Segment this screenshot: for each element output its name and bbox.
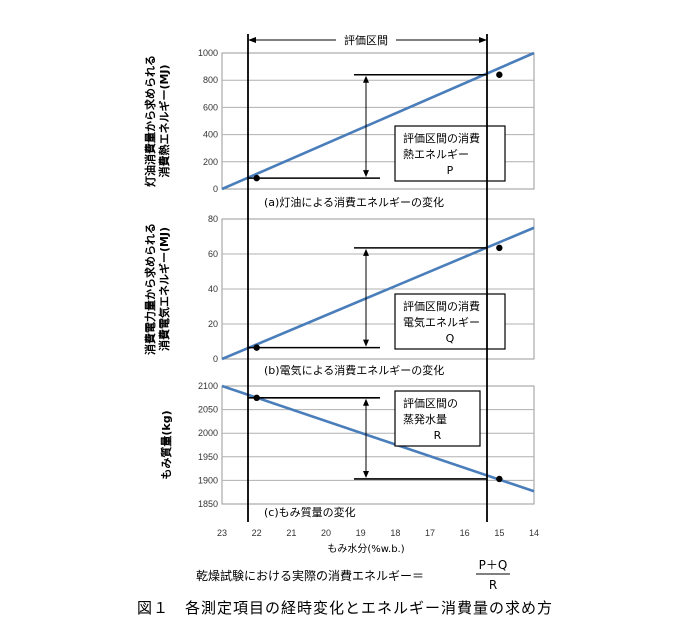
data-marker xyxy=(496,244,503,252)
formula-denominator: R xyxy=(489,578,497,592)
y-tick-label: 0 xyxy=(213,354,218,364)
y-tick-label: 200 xyxy=(203,157,218,167)
panel-caption: (a)灯油による消費エネルギーの変化 xyxy=(264,195,444,209)
y-tick-label: 60 xyxy=(208,249,218,259)
y-tick-label: 0 xyxy=(213,184,218,194)
interval-arrowhead-left xyxy=(248,37,256,43)
data-marker xyxy=(253,344,260,351)
annotation-line: 蒸発水量 xyxy=(403,412,447,426)
y-tick-label: 800 xyxy=(203,75,218,85)
x-tick-label: 22 xyxy=(252,528,262,538)
data-marker xyxy=(253,394,260,401)
x-tick-label: 20 xyxy=(321,528,331,538)
y-tick-label: 2050 xyxy=(198,405,218,415)
series-line xyxy=(221,226,535,361)
formula-numerator: P＋Q xyxy=(479,558,508,572)
panel-caption: (b)電気による消費エネルギーの変化 xyxy=(264,363,444,377)
y-tick-label: 2100 xyxy=(198,381,218,391)
annotation-line: 熱エネルギー xyxy=(403,148,469,161)
interval-arrowhead-right xyxy=(479,37,487,43)
range-arrowhead-down xyxy=(363,470,369,478)
figure-caption: 図１ 各測定項目の経時変化とエネルギー消費量の求め方 xyxy=(137,599,553,617)
range-arrowhead-down xyxy=(363,339,369,347)
annotation-line: P xyxy=(447,164,454,177)
data-marker xyxy=(496,475,503,483)
markers-layer xyxy=(253,71,503,483)
y-tick-label: 1950 xyxy=(198,452,218,462)
data-marker xyxy=(496,71,503,78)
x-tick-label: 17 xyxy=(425,528,435,538)
y-tick-label: 20 xyxy=(208,319,218,329)
x-tick-label: 18 xyxy=(390,528,400,538)
range-arrowhead-down xyxy=(363,170,369,178)
panel-caption: (c)もみ質量の変化 xyxy=(264,505,356,519)
annotation-line: 電気エネルギー xyxy=(403,315,480,329)
x-tick-label: 16 xyxy=(460,528,470,538)
annotation-line: Q xyxy=(446,332,455,345)
x-tick-label: 15 xyxy=(494,528,504,538)
x-tick-label: 23 xyxy=(217,528,227,538)
interval-label: 評価区間 xyxy=(344,33,388,47)
range-arrowhead-up xyxy=(363,398,369,406)
y-tick-label: 600 xyxy=(203,102,218,112)
plot-area xyxy=(221,385,535,505)
range-arrowhead-up xyxy=(363,248,369,256)
y-axis-label: 消費電気エネルギー(MJ) xyxy=(157,227,171,351)
series-line xyxy=(221,51,535,191)
y-tick-label: 2000 xyxy=(198,428,218,438)
y-tick-label: 80 xyxy=(208,214,218,224)
y-tick-label: 1850 xyxy=(198,499,218,509)
annotation-line: 評価区間の消費 xyxy=(403,299,480,313)
y-tick-label: 1000 xyxy=(198,48,218,58)
formula-text: 乾燥試験における実際の消費エネルギー＝ xyxy=(196,568,424,583)
annotation-line: 評価区間の消費 xyxy=(403,131,480,145)
y-tick-label: 1900 xyxy=(198,475,218,485)
y-axis-label: 消費熱エネルギー(MJ) xyxy=(157,64,171,177)
data-marker xyxy=(253,174,260,182)
x-tick-label: 14 xyxy=(529,528,539,538)
y-axis-label: もみ質量(kg) xyxy=(159,410,173,479)
y-tick-label: 400 xyxy=(203,130,218,140)
series-line xyxy=(221,384,535,493)
x-tick-label: 21 xyxy=(286,528,296,538)
annotation-line: R xyxy=(434,429,442,442)
x-tick-label: 19 xyxy=(356,528,366,538)
annotation-line: 評価区間の xyxy=(403,396,458,410)
annotation-box xyxy=(394,390,481,447)
x-axis: 23 22 21 20 19 18 17 16 15 14 xyxy=(217,528,539,538)
y-axis-label: 灯油消費量から求められる xyxy=(143,55,157,187)
y-axis-label: 消費電力量から求められる xyxy=(143,223,157,355)
range-arrowhead-up xyxy=(363,75,369,83)
y-tick-label: 40 xyxy=(208,284,218,294)
x-axis-label: もみ水分(%w.b.) xyxy=(327,543,404,555)
